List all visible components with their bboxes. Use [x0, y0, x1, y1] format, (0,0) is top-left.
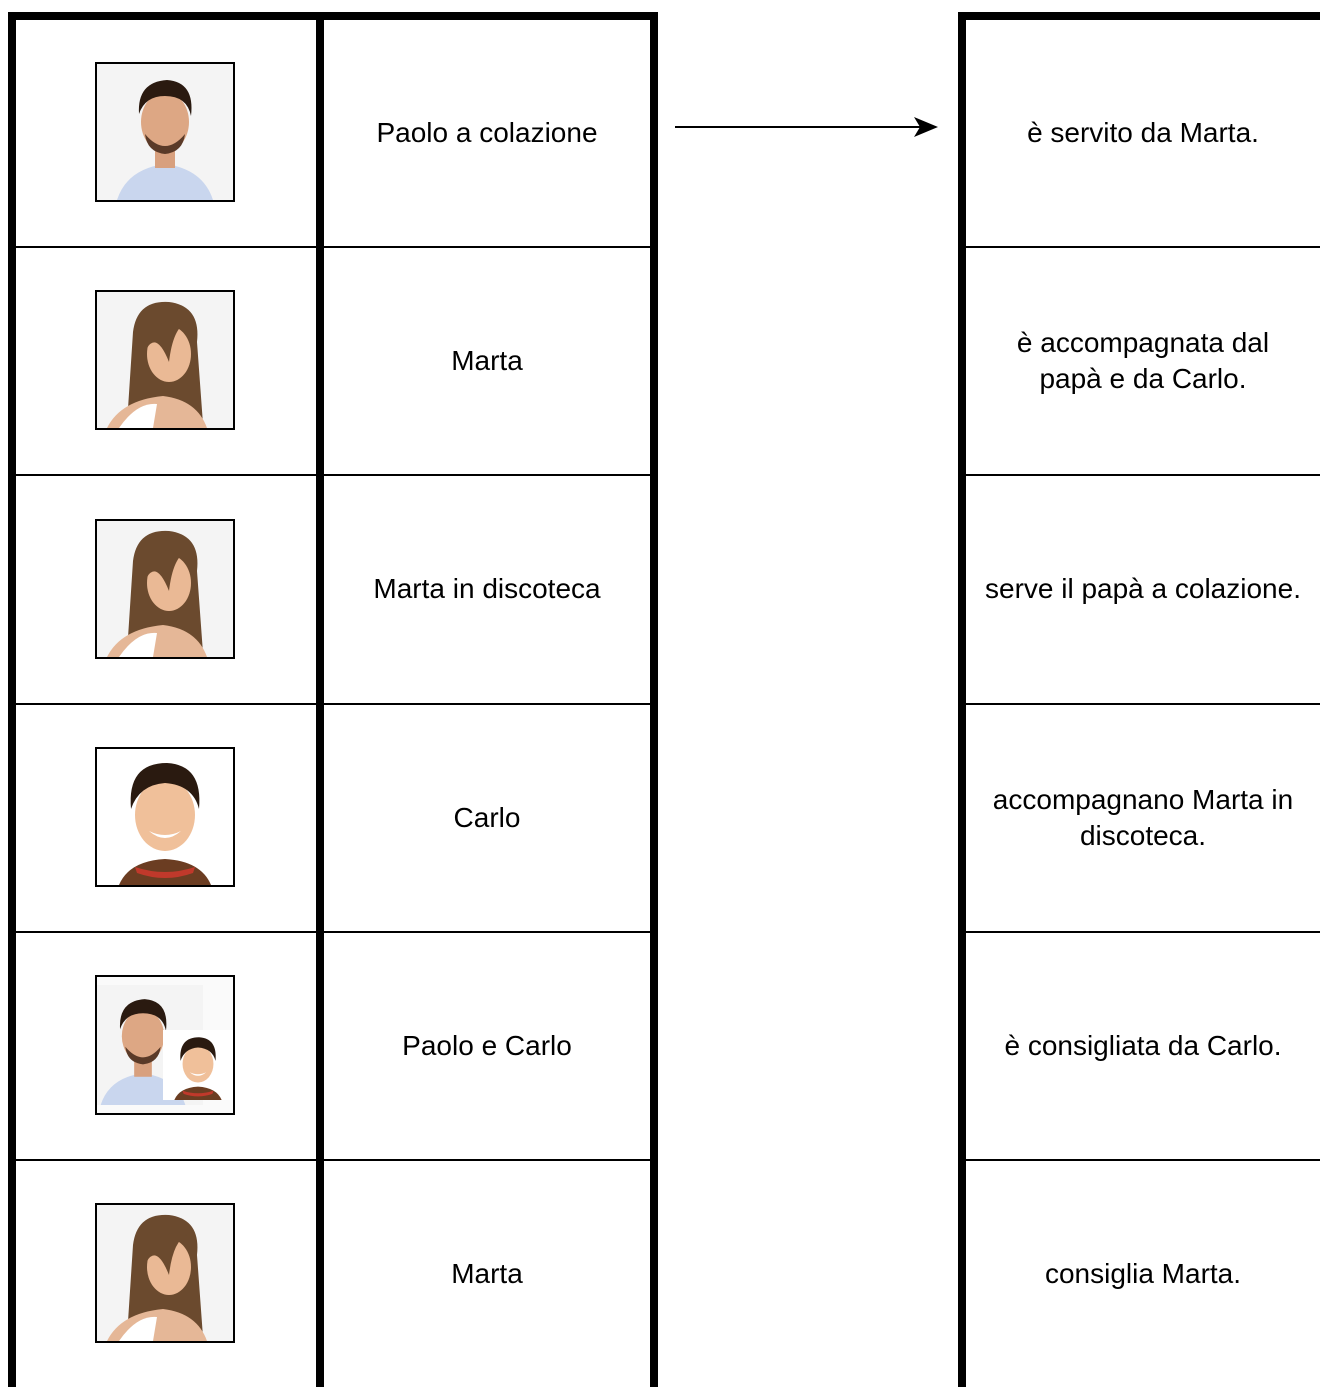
- subject-label: Paolo e Carlo: [402, 1029, 572, 1061]
- predicate-label: è accompagnata dal papà e da Carlo.: [1016, 327, 1270, 395]
- subject-label: Marta: [451, 345, 523, 377]
- row-divider: [16, 702, 650, 705]
- subject-label: Carlo: [453, 801, 521, 833]
- right-top-border: [958, 12, 1320, 20]
- left-top-border: [8, 12, 658, 20]
- photo: [95, 290, 235, 431]
- predicate-label: serve il papà a colazione.: [985, 573, 1301, 605]
- row-divider: [966, 930, 1320, 933]
- arrow: [675, 117, 938, 137]
- column-divider: [316, 12, 324, 1387]
- predicate-label: è servito da Marta.: [1027, 117, 1259, 149]
- row-divider: [16, 246, 650, 249]
- predicate-label: accompagnano Marta in discoteca.: [992, 783, 1294, 851]
- predicate-label: consiglia Marta.: [1044, 1258, 1242, 1290]
- photo: [83, 974, 235, 1115]
- row-divider: [16, 930, 650, 933]
- row-divider: [966, 246, 1320, 249]
- subject-label: Paolo a colazione: [376, 117, 598, 149]
- row-divider: [966, 1159, 1320, 1161]
- left-outer-border: [8, 12, 16, 1387]
- photo: [95, 518, 235, 659]
- photo: [95, 746, 235, 887]
- predicate-label: è consigliata da Carlo.: [1004, 1029, 1282, 1061]
- row-divider: [966, 474, 1320, 477]
- row-divider: [16, 1159, 650, 1161]
- photo: [95, 1203, 235, 1344]
- subject-label: Marta in discoteca: [373, 573, 601, 605]
- row-divider: [16, 474, 650, 477]
- photo: [95, 62, 235, 203]
- right-left-border: [958, 12, 966, 1387]
- row-divider: [966, 702, 1320, 705]
- subject-label: Marta: [451, 1258, 523, 1290]
- left-right-border: [650, 12, 658, 1387]
